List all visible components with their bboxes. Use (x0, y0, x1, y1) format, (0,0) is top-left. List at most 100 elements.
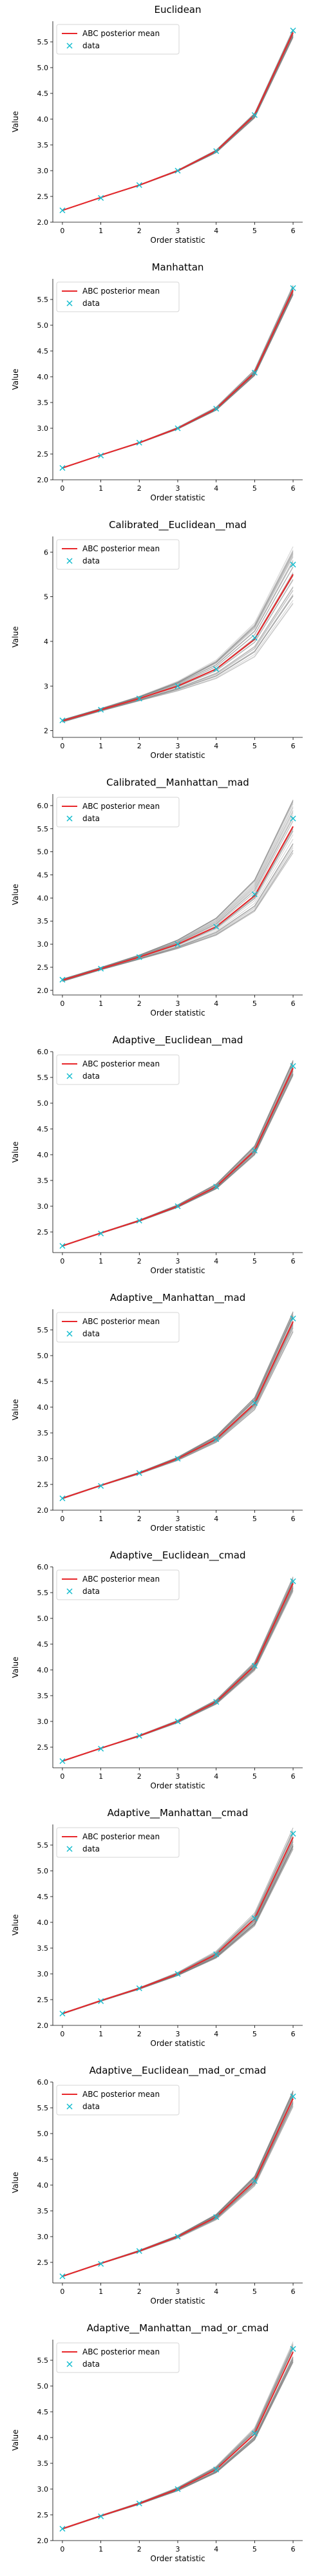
posterior-sample-line (62, 595, 293, 722)
posterior-sample-line (62, 574, 293, 721)
legend: ABC posterior mean data (57, 1570, 179, 1600)
y-axis-label: Value (11, 627, 20, 648)
posterior-sample-line (62, 33, 293, 210)
posterior-sample-line (62, 2359, 293, 2529)
posterior-sample-line (62, 1835, 293, 2013)
posterior-sample-line (62, 844, 293, 981)
posterior-sample-line (62, 1592, 293, 1761)
y-tick-label: 5.0 (37, 1615, 49, 1623)
posterior-sample-line (62, 295, 293, 468)
posterior-sample-line (62, 567, 293, 721)
posterior-sample-line (62, 2094, 293, 2276)
posterior-sample-line (62, 2096, 293, 2276)
x-axis-label: Order statistic (150, 493, 205, 502)
posterior-sample-line (62, 817, 293, 980)
posterior-sample-line (62, 37, 293, 211)
posterior-sample-line (62, 2357, 293, 2529)
posterior-sample-line (62, 2097, 293, 2276)
y-tick-label: 2.0 (37, 1506, 49, 1515)
posterior-sample-line (62, 1844, 293, 2014)
posterior-sample-line (62, 1325, 293, 1499)
posterior-sample-line (62, 1846, 293, 2014)
x-tick-label: 5 (252, 2545, 257, 2553)
posterior-sample-line (62, 1587, 293, 1761)
posterior-sample-line (62, 2101, 293, 2277)
posterior-sample-line (62, 295, 293, 468)
x-tick-label: 1 (99, 2030, 103, 2038)
posterior-sample-line (62, 2360, 293, 2529)
posterior-sample-line (62, 294, 293, 468)
posterior-sample-line (62, 1060, 293, 1245)
posterior-sample-line (62, 1583, 293, 1761)
posterior-sample-line (62, 2362, 293, 2529)
chart-title: Adaptive__Manhattan__mad_or_cmad (87, 2322, 269, 2334)
y-tick-label: 5.5 (37, 1074, 49, 1082)
posterior-sample-line (62, 36, 293, 211)
legend-label-data: data (82, 299, 100, 308)
legend: ABC posterior mean data (57, 1828, 179, 1857)
posterior-sample-line (62, 1332, 293, 1499)
x-tick-label: 3 (176, 2287, 180, 2296)
y-tick-label: 3.0 (37, 2233, 49, 2241)
posterior-sample-line (62, 294, 293, 468)
x-tick-label: 3 (176, 227, 180, 235)
posterior-sample-line (62, 1321, 293, 1499)
x-tick-label: 4 (214, 2545, 218, 2553)
posterior-sample-line (62, 556, 293, 719)
posterior-sample-line (62, 2099, 293, 2277)
posterior-sample-line (62, 554, 293, 719)
posterior-sample-line (62, 1846, 293, 2014)
posterior-sample-line (62, 588, 293, 721)
legend-label-data: data (82, 1844, 100, 1853)
posterior-sample-line (62, 1837, 293, 2013)
y-tick-label: 2.5 (37, 2259, 49, 2267)
posterior-sample-line (62, 2095, 293, 2277)
y-tick-label: 4.5 (37, 2155, 49, 2164)
x-tick-label: 1 (99, 999, 103, 1008)
legend-label-mean: ABC posterior mean (82, 544, 160, 553)
posterior-sample-line (62, 294, 293, 469)
posterior-sample-line (62, 2106, 293, 2277)
x-axis-label: Order statistic (150, 751, 205, 760)
posterior-sample-line (62, 1321, 293, 1498)
x-tick-label: 0 (60, 742, 64, 750)
posterior-sample-line (62, 2091, 293, 2277)
posterior-sample-line (62, 1833, 293, 2013)
posterior-sample-line (62, 846, 293, 981)
x-tick-label: 6 (291, 2545, 296, 2553)
x-tick-label: 2 (137, 2030, 142, 2038)
posterior-sample-line (62, 1074, 293, 1246)
y-tick-label: 2.0 (37, 2537, 49, 2545)
posterior-sample-line (62, 1071, 293, 1246)
posterior-sample-line (62, 1325, 293, 1498)
posterior-sample-line (62, 844, 293, 981)
posterior-mean-line (62, 826, 293, 980)
posterior-sample-line (62, 1323, 293, 1498)
y-tick-label: 5.5 (37, 1589, 49, 1597)
posterior-sample-line (62, 32, 293, 210)
posterior-sample-line (62, 29, 293, 210)
posterior-sample-line (62, 32, 293, 211)
posterior-sample-line (62, 1577, 293, 1761)
posterior-sample-line (62, 32, 293, 210)
posterior-sample-line (62, 1073, 293, 1246)
posterior-sample-line (62, 1580, 293, 1761)
legend-label-mean: ABC posterior mean (82, 287, 160, 296)
x-axis-label: Order statistic (150, 1009, 205, 1018)
posterior-sample-line (62, 2096, 293, 2277)
x-tick-label: 3 (176, 742, 180, 750)
posterior-sample-line (62, 1318, 293, 1499)
x-tick-label: 4 (214, 1772, 218, 1781)
posterior-sample-line (62, 2356, 293, 2529)
x-tick-label: 0 (60, 1772, 64, 1781)
posterior-sample-line (62, 290, 293, 468)
x-tick-label: 3 (176, 484, 180, 493)
subplot: Euclidean0 1 2 3 4 5 62.02.53.03.54.04.55.05.5… (11, 4, 303, 245)
x-tick-label: 2 (137, 1257, 142, 1265)
posterior-sample-line (62, 591, 293, 721)
y-tick-label: 3.5 (37, 141, 49, 149)
y-tick-label: 2.0 (37, 2022, 49, 2030)
y-tick-label: 5.5 (37, 825, 49, 833)
y-tick-label: 3.0 (37, 1970, 49, 1978)
posterior-sample-line (62, 32, 293, 211)
